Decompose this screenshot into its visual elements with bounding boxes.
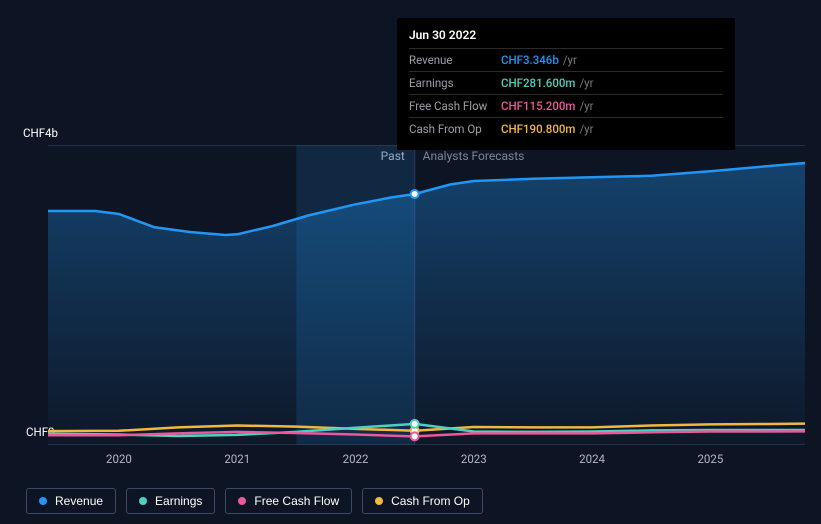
x-tick-label: 2024 [579,452,605,466]
legend-label: Earnings [155,494,202,508]
tooltip-row-earnings: Earnings CHF281.600m /yr [409,71,723,94]
legend-swatch [39,497,47,505]
tooltip-suffix: /yr [579,76,593,90]
x-tick-label: 2023 [461,452,487,466]
legend-item-cfo[interactable]: Cash From Op [362,488,483,514]
tooltip-value: CHF3.346b [501,53,559,67]
legend-item-revenue[interactable]: Revenue [26,488,116,514]
legend-label: Free Cash Flow [254,494,339,508]
tooltip-label: Cash From Op [409,122,501,136]
x-tick-label: 2021 [224,452,250,466]
chart-legend: Revenue Earnings Free Cash Flow Cash Fro… [26,488,483,514]
legend-swatch [238,497,246,505]
financials-chart: Jun 30 2022 Revenue CHF3.346b /yr Earnin… [0,0,821,524]
legend-swatch [375,497,383,505]
x-tick-label: 2025 [697,452,723,466]
tooltip-row-cfo: Cash From Op CHF190.800m /yr [409,117,723,140]
tooltip-row-fcf: Free Cash Flow CHF115.200m /yr [409,94,723,117]
x-tick-label: 2022 [343,452,369,466]
y-tick-label-max: CHF4b [23,126,58,140]
tooltip-value: CHF190.800m [501,122,575,136]
tooltip-suffix: /yr [579,99,593,113]
tooltip-row-revenue: Revenue CHF3.346b /yr [409,48,723,71]
tooltip-label: Revenue [409,53,501,67]
legend-item-fcf[interactable]: Free Cash Flow [225,488,352,514]
legend-swatch [139,497,147,505]
tooltip-label: Free Cash Flow [409,99,501,113]
tooltip-label: Earnings [409,76,501,90]
legend-label: Cash From Op [391,494,470,508]
tooltip-suffix: /yr [579,122,593,136]
tooltip-suffix: /yr [563,53,577,67]
legend-label: Revenue [55,494,103,508]
legend-item-earnings[interactable]: Earnings [126,488,215,514]
tooltip-value: CHF115.200m [501,99,575,113]
tooltip-date: Jun 30 2022 [409,28,723,42]
chart-tooltip: Jun 30 2022 Revenue CHF3.346b /yr Earnin… [397,18,735,150]
x-tick-label: 2020 [106,452,132,466]
chart-plot-area[interactable] [48,145,805,445]
tooltip-value: CHF281.600m [501,76,575,90]
